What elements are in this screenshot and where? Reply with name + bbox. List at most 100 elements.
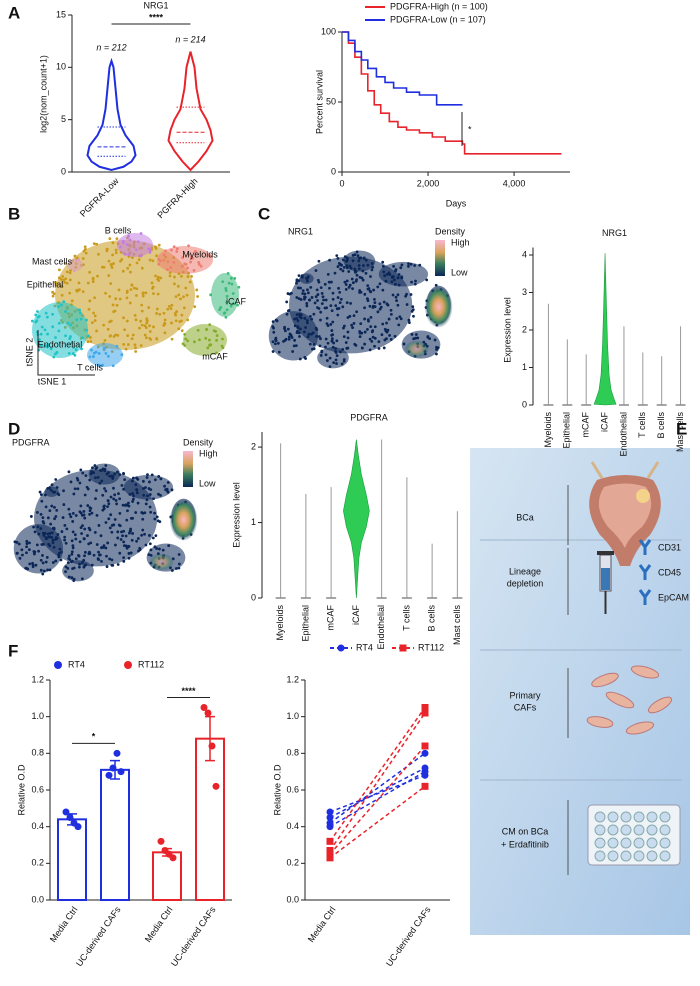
panel-label: A [8, 3, 20, 22]
tsne-point [172, 261, 176, 264]
y-tick-label: 2 [251, 441, 256, 451]
tsne-point [361, 269, 365, 273]
tsne-point [352, 321, 356, 325]
tsne-point [108, 237, 112, 241]
tsne-point [105, 554, 108, 558]
tsne-point [108, 334, 112, 338]
tsne-point [139, 232, 143, 235]
replicate-point [113, 749, 121, 757]
tsne-point [335, 354, 339, 358]
tsne-point [115, 237, 119, 241]
tsne-point [122, 529, 126, 533]
step-label: Primary [510, 690, 541, 700]
tsne-point [51, 490, 55, 494]
tsne-point [52, 355, 56, 359]
chart-title: NRG1 [602, 228, 627, 238]
tsne-point [180, 329, 184, 333]
tsne-point [175, 247, 179, 251]
tsne-point [127, 556, 131, 560]
tsne-point [39, 512, 43, 516]
tsne-point [79, 526, 83, 529]
map-title: NRG1 [288, 226, 313, 236]
tsne-point [73, 269, 76, 273]
tsne-point [393, 334, 397, 338]
tsne-point [348, 314, 352, 318]
tsne-point [413, 264, 417, 267]
tsne-point [396, 303, 400, 307]
tsne-point [51, 561, 55, 564]
tsne-point [324, 345, 327, 349]
tsne-point [155, 307, 159, 311]
tsne-point [149, 553, 153, 557]
tsne-point [330, 329, 334, 332]
y-tick-label: 1.0 [286, 711, 299, 721]
x-tick-label: PGFRA-Low [78, 176, 121, 219]
tsne-point [121, 534, 124, 538]
tsne-point [378, 282, 382, 286]
replicate-point [421, 768, 429, 776]
tsne-point [294, 344, 298, 348]
tsne-point [74, 514, 78, 517]
tsne-point [163, 318, 167, 322]
y-tick-label: 0.6 [31, 784, 44, 794]
tsne-point [373, 325, 377, 329]
tsne-point [402, 342, 406, 346]
tsne-point [366, 318, 370, 322]
tsne-point [399, 266, 403, 270]
tsne-point [133, 286, 136, 290]
tsne-point [319, 318, 322, 322]
marker-label: EpCAM [658, 592, 689, 602]
tsne-point [60, 530, 64, 533]
tsne-point [363, 342, 367, 346]
y-tick-label: 4 [522, 249, 527, 259]
tsne-point [284, 329, 287, 333]
replicate-point [326, 847, 334, 854]
tsne-point [146, 473, 149, 477]
tsne-point [164, 249, 167, 253]
tsne-point [312, 312, 316, 316]
tsne-point [67, 575, 71, 579]
legend-label: RT4 [68, 659, 85, 669]
tsne-point [231, 292, 235, 295]
tsne-point [182, 295, 185, 299]
tsne-point [122, 544, 126, 548]
tsne-point [312, 342, 316, 346]
caf-icons [586, 665, 673, 735]
tsne-point [271, 320, 275, 324]
tsne-point [67, 507, 71, 511]
tsne-point [331, 291, 335, 295]
tsne-point [39, 558, 43, 562]
tsne-point [360, 346, 364, 350]
tsne-point [134, 346, 137, 350]
tsne-point [398, 315, 402, 319]
tsne-point [15, 551, 19, 555]
tsne-point [351, 287, 354, 291]
tsne-point [87, 552, 91, 556]
legend-label: RT4 [356, 642, 373, 652]
tsne-point [314, 295, 318, 299]
tsne-point [125, 243, 129, 246]
tsne-point [156, 519, 160, 523]
tsne-point [389, 338, 393, 341]
tsne-point [224, 289, 228, 292]
tsne-point [126, 266, 130, 270]
tsne-point [166, 260, 170, 264]
replicate-point [117, 768, 125, 776]
tsne-point [104, 546, 108, 550]
tsne-point [44, 560, 48, 564]
tsne-point [215, 334, 219, 337]
tsne-point [155, 547, 159, 550]
tsne-point [276, 341, 280, 345]
tsne-point [149, 548, 153, 552]
tsne-point [57, 276, 61, 280]
tsne-point [60, 293, 64, 297]
tsne-point [324, 353, 328, 357]
tsne-point [44, 311, 48, 315]
tsne-point [27, 548, 31, 552]
tsne-point [229, 276, 233, 280]
tsne-point [67, 557, 71, 560]
tsne-point [97, 558, 101, 562]
y-tick-label: 1.2 [31, 674, 44, 684]
tsne-point [85, 318, 88, 322]
tsne-point [46, 315, 49, 319]
